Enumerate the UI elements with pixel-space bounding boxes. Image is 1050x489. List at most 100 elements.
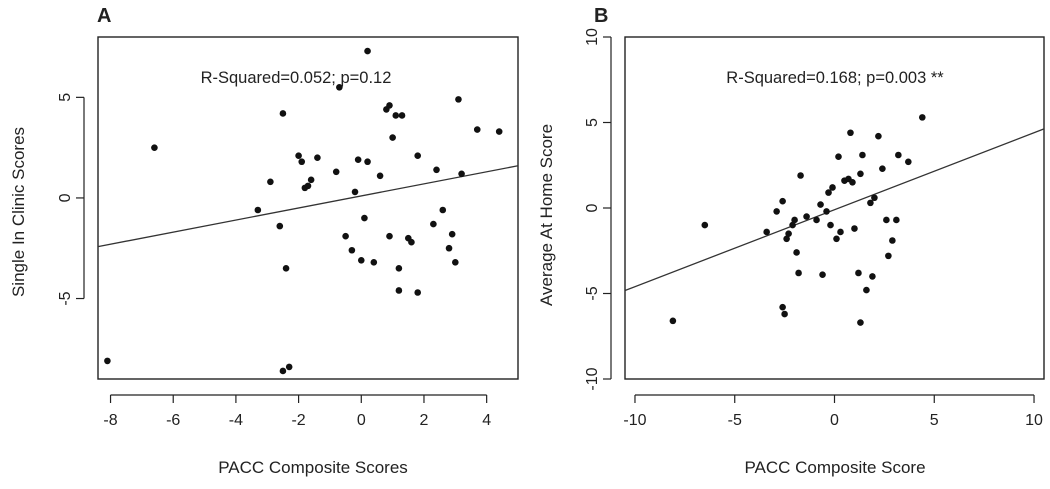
y-tick-label: -5 [57, 291, 74, 305]
x-tick-label: 5 [930, 412, 939, 429]
panel-a-letter: A [97, 5, 111, 27]
data-point [883, 216, 890, 224]
data-point [869, 273, 876, 280]
data-point [151, 144, 158, 151]
data-point [857, 319, 864, 326]
data-point [837, 228, 844, 236]
data-point [455, 96, 462, 103]
panel-b-letter: B [594, 5, 608, 27]
data-point [889, 237, 896, 244]
x-tick-label: -8 [103, 412, 117, 429]
x-tick-label: -4 [229, 412, 243, 429]
data-point [361, 214, 368, 222]
data-point [314, 154, 321, 162]
panel-a-annotation: R-Squared=0.052; p=0.12 [201, 69, 392, 87]
data-point [773, 208, 780, 215]
panel-a: A -8 -6 -4 -2 0 2 4 -5 0 5 R-Squared=0.052; p=0.… [9, 5, 519, 477]
panel-a-y-axis: -5 0 5 [57, 93, 85, 306]
data-point [893, 216, 900, 224]
x-tick-label: -6 [166, 412, 180, 429]
data-point [791, 216, 798, 224]
data-point [669, 317, 677, 325]
data-point [285, 363, 293, 371]
data-point [389, 134, 396, 141]
data-point [871, 194, 878, 202]
data-point [473, 126, 481, 133]
data-point [279, 110, 287, 117]
data-point [823, 208, 830, 215]
data-point [458, 170, 465, 178]
panel-b: B -10 -5 0 5 10 -10 -5 0 5 10 R-Squared=0.168; p… [537, 5, 1045, 477]
x-tick-label: 0 [357, 412, 366, 429]
data-point [829, 184, 836, 191]
data-point [386, 232, 393, 240]
data-point [386, 102, 393, 109]
data-point [332, 168, 340, 176]
data-point [857, 170, 864, 178]
data-point [701, 221, 709, 229]
y-tick-label: 5 [57, 93, 74, 102]
panel-a-x-label: PACC Composite Scores [218, 458, 408, 477]
data-point [783, 235, 790, 243]
panel-b-y-axis: -10 -5 0 5 10 [584, 28, 612, 391]
data-point [348, 246, 356, 254]
data-point [376, 172, 384, 180]
data-point [307, 176, 315, 184]
data-point [779, 303, 786, 311]
data-point [835, 153, 842, 160]
data-point [851, 225, 858, 232]
data-point [825, 189, 832, 196]
data-point [336, 83, 343, 91]
data-point [104, 357, 111, 365]
data-point [304, 182, 312, 190]
panel-b-regression-line [624, 128, 1045, 292]
y-tick-label: 0 [57, 193, 74, 202]
panel-b-plot-frame [624, 36, 1045, 380]
data-point [763, 228, 770, 236]
data-point [859, 151, 866, 159]
data-point [364, 47, 371, 55]
data-point [282, 265, 290, 272]
data-point [351, 188, 359, 196]
x-tick-label: -2 [291, 412, 305, 429]
y-tick-label: -10 [584, 367, 601, 390]
y-tick-label: 10 [584, 28, 601, 46]
data-point [817, 201, 824, 208]
y-tick-label: 5 [584, 118, 601, 127]
panel-b-x-label: PACC Composite Score [744, 458, 925, 477]
data-point [867, 199, 874, 207]
data-point [785, 230, 792, 237]
data-point [779, 197, 786, 205]
panel-b-y-label: Average At Home Score [537, 124, 556, 306]
data-point [279, 367, 287, 375]
data-point [827, 221, 834, 229]
data-point [863, 286, 870, 294]
data-point [885, 252, 892, 260]
data-point [414, 152, 422, 159]
data-point [895, 151, 902, 159]
data-point [452, 259, 459, 266]
data-point [875, 132, 882, 140]
data-point [813, 216, 820, 224]
panel-a-x-axis: -8 -6 -4 -2 0 2 4 [103, 394, 491, 429]
data-point [357, 257, 365, 264]
data-point [849, 179, 856, 186]
data-point [905, 158, 912, 166]
panel-b-points [669, 114, 926, 326]
data-point [855, 269, 862, 277]
data-point [803, 213, 810, 220]
data-point [833, 235, 840, 243]
y-tick-label: -5 [584, 286, 601, 300]
data-point [445, 244, 453, 252]
data-point [430, 220, 437, 228]
data-point [395, 265, 403, 272]
data-point [495, 128, 503, 135]
data-point [847, 129, 854, 137]
data-point [398, 112, 406, 119]
x-tick-label: 4 [482, 412, 491, 429]
data-point [276, 222, 284, 230]
panel-b-x-axis: -10 -5 0 5 10 [623, 394, 1043, 429]
panel-a-regression-line [97, 165, 519, 248]
data-point [295, 152, 302, 159]
